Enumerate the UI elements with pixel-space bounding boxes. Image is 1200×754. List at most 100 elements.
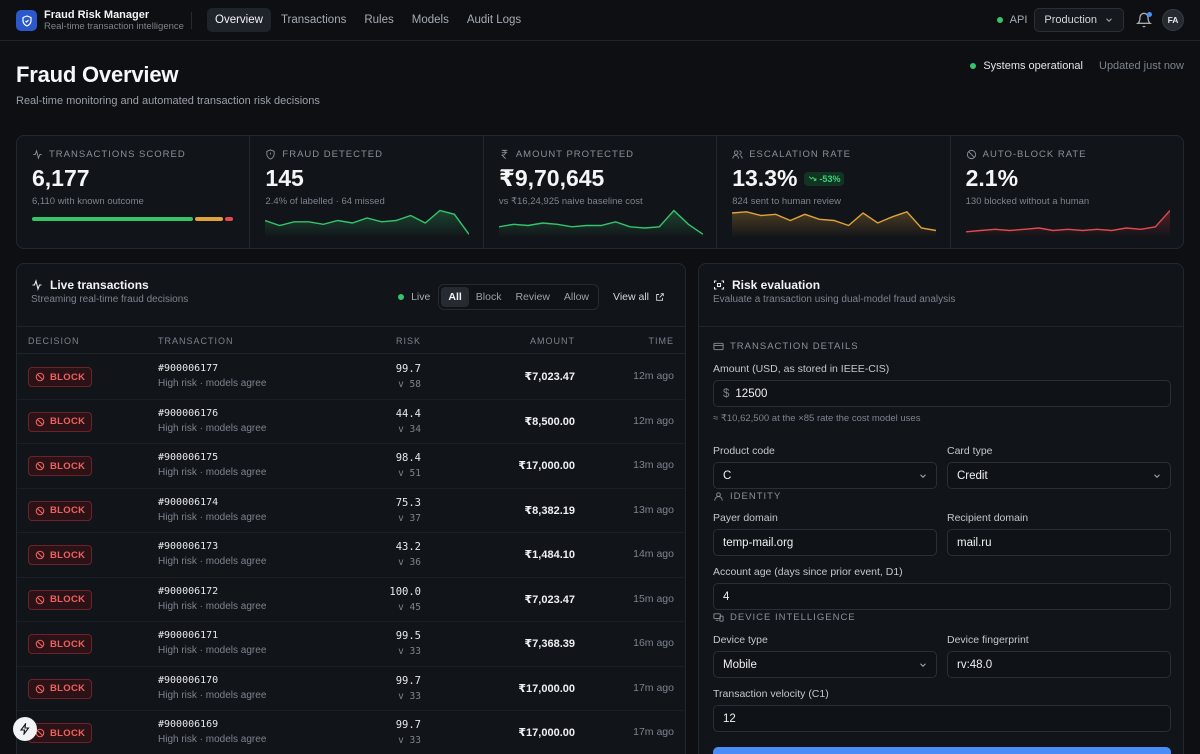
outcome-bar-segment — [195, 217, 224, 221]
ban-icon — [35, 506, 45, 515]
section-transaction-details: TRANSACTION DETAILS — [713, 341, 859, 352]
risk-score: 98.4 — [395, 452, 421, 464]
live-indicator: Live — [398, 291, 430, 303]
card-type-select[interactable]: Credit — [947, 462, 1171, 489]
table-row[interactable]: BLOCK #900006169 High risk · models agree 9… — [17, 711, 685, 754]
live-dot — [398, 294, 405, 300]
device-fingerprint-input[interactable]: rv:48.0 — [947, 651, 1171, 678]
transaction-description: High risk · models agree — [158, 734, 267, 745]
risk-score: 100.0 — [389, 585, 421, 598]
transaction-amount: ₹8,500.00 — [524, 415, 575, 428]
page-subtitle: Real-time monitoring and automated trans… — [16, 95, 320, 107]
notification-dot — [1147, 12, 1152, 17]
table-row[interactable]: BLOCK #900006172 High risk · models agree 1… — [17, 578, 685, 622]
transaction-time: 14m ago — [633, 548, 674, 560]
col-decision: DECISION — [28, 336, 80, 346]
tab-models[interactable]: Models — [411, 14, 449, 26]
risk-evaluation-panel: Risk evaluation Evaluate a transaction u… — [698, 263, 1184, 754]
payer-domain-input[interactable]: temp-mail.org — [713, 529, 937, 556]
tab-overview[interactable]: Overview — [207, 8, 271, 32]
filter-block[interactable]: Block — [475, 291, 502, 303]
table-row[interactable]: BLOCK #900006174 High risk · models agree 7… — [17, 489, 685, 533]
product-code-select[interactable]: C — [713, 462, 937, 489]
sparkline-line — [498, 209, 703, 235]
filter-all[interactable]: All — [441, 287, 469, 307]
sparkline-area — [265, 210, 470, 238]
table-row[interactable]: BLOCK #900006175 High risk · models agree 9… — [17, 444, 685, 489]
transaction-id: #900006170 — [158, 674, 219, 686]
payer-domain-label: Payer domain — [713, 512, 778, 524]
sparkline-area — [965, 210, 1170, 238]
tab-audit-logs[interactable]: Audit Logs — [466, 14, 522, 26]
transaction-time: 17m ago — [633, 681, 674, 694]
environment-select[interactable]: Production — [1034, 8, 1124, 32]
risk-score: 99.7 — [395, 363, 421, 375]
stat-value: 2.1% — [965, 165, 1019, 191]
device-type-select[interactable]: Mobile — [713, 651, 937, 678]
section-device-intelligence: DEVICE INTELLIGENCE — [713, 612, 856, 623]
risk-secondary: v 36 — [398, 557, 421, 568]
section-label: IDENTITY — [730, 491, 782, 502]
table-row[interactable]: BLOCK #900006170 High risk · models agree 9… — [17, 667, 685, 711]
table-row[interactable]: BLOCK #900006177 High risk · models agree 9… — [17, 355, 685, 400]
change-badge: -53% — [804, 171, 845, 186]
ban-icon — [35, 417, 45, 426]
stat-sub: 6,110 with known outcome — [32, 196, 144, 207]
decision-badge: BLOCK — [28, 634, 93, 654]
tab-transactions[interactable]: Transactions — [280, 14, 347, 26]
system-status: Systems operational Updated just now — [970, 60, 1184, 72]
filter-allow[interactable]: Allow — [563, 291, 589, 303]
avatar[interactable]: FA — [1162, 9, 1184, 31]
tab-rules[interactable]: Rules — [364, 14, 394, 26]
quick-action-button[interactable] — [13, 717, 37, 741]
stat-transactions-scored: TRANSACTIONS SCORED 6,177 6,110 with kno… — [17, 136, 251, 248]
decision-label: BLOCK — [50, 594, 86, 605]
chevron-down-icon — [920, 474, 926, 478]
risk-secondary: v 33 — [398, 690, 421, 702]
card-type-label: Card type — [947, 445, 993, 457]
user-icon — [714, 492, 723, 501]
velocity-input[interactable]: 12 — [713, 705, 1171, 732]
device-fingerprint-value: rv:48.0 — [957, 658, 993, 671]
decision-badge: BLOCK — [28, 456, 93, 476]
account-age-value: 4 — [723, 590, 730, 603]
transaction-description: High risk · models agree — [158, 556, 267, 567]
transaction-amount: ₹7,368.39 — [524, 638, 575, 650]
ban-icon — [35, 372, 45, 382]
activity-icon — [33, 149, 42, 160]
evaluate-button[interactable] — [713, 747, 1171, 754]
devices-icon — [713, 613, 724, 622]
decision-label: BLOCK — [50, 727, 86, 739]
transaction-description: High risk · models agree — [158, 467, 267, 478]
risk-secondary: v 33 — [398, 646, 421, 657]
table-row[interactable]: BLOCK #900006176 High risk · models agree 4… — [17, 400, 685, 444]
stat-label: ESCALATION RATE — [749, 149, 851, 160]
risk-secondary: v 34 — [398, 423, 421, 435]
col-time: TIME — [648, 336, 674, 346]
table-row[interactable]: BLOCK #900006173 High risk · models agree 4… — [17, 533, 685, 578]
filter-review[interactable]: Review — [515, 291, 550, 303]
api-status: API — [996, 14, 1027, 26]
decision-label: BLOCK — [50, 683, 86, 694]
nav-tabs: Overview Transactions Rules Models Audit… — [207, 8, 531, 32]
view-all-link[interactable]: View all — [613, 291, 665, 303]
sparkline-area — [732, 211, 937, 238]
amount-label: Amount (USD, as stored in IEEE-CIS) — [713, 363, 890, 375]
transaction-id: #900006173 — [158, 541, 219, 552]
recipient-domain-label: Recipient domain — [947, 512, 1029, 524]
transaction-id: #900006176 — [158, 407, 219, 419]
brand-title: Fraud Risk Manager — [44, 9, 150, 21]
rupee-icon — [501, 149, 508, 159]
stat-value: ₹9,70,645 — [498, 165, 605, 191]
stat-label: AMOUNT PROTECTED — [515, 149, 635, 160]
brand[interactable]: Fraud Risk Manager Real-time transaction… — [16, 10, 184, 32]
divider — [699, 326, 1183, 327]
stat-label: FRAUD DETECTED — [282, 149, 383, 160]
amount-input[interactable]: $12500 — [713, 380, 1171, 407]
status-dot — [970, 63, 977, 69]
recipient-domain-input[interactable]: mail.ru — [947, 529, 1171, 556]
account-age-input[interactable]: 4 — [713, 583, 1171, 610]
decision-badge: BLOCK — [28, 500, 93, 521]
notifications-button[interactable] — [1135, 11, 1154, 29]
table-row[interactable]: BLOCK #900006171 High risk · models agree 9… — [17, 622, 685, 667]
